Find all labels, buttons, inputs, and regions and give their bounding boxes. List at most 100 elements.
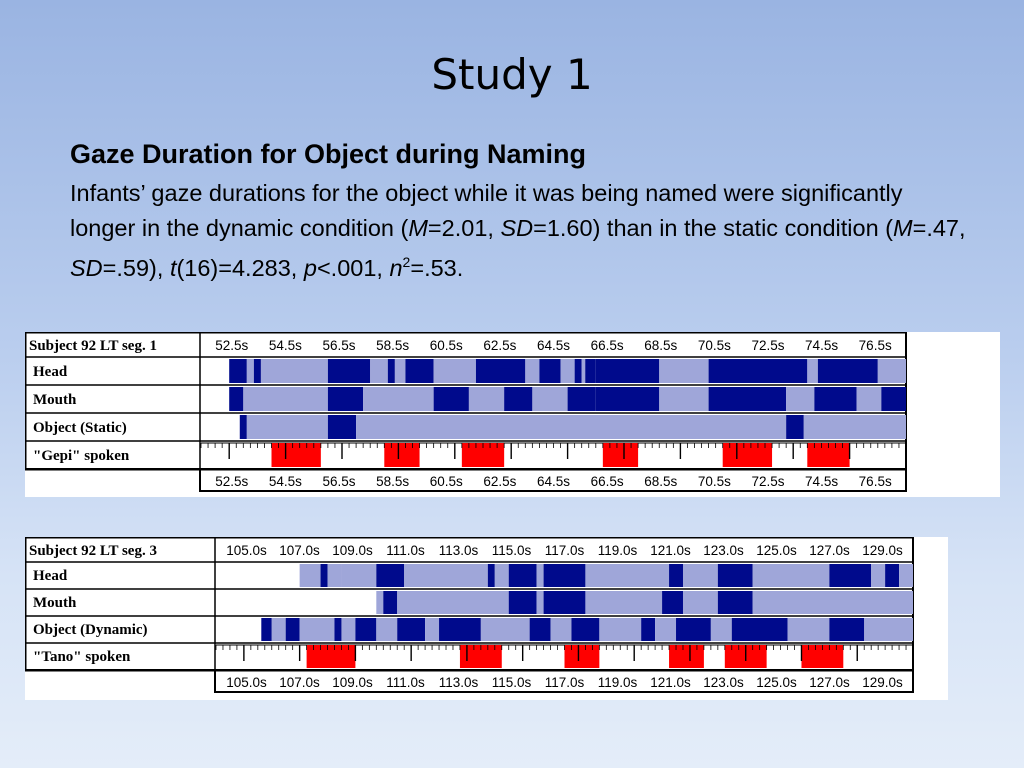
time-tick-label: 127.0s — [809, 543, 850, 558]
speech-segment — [564, 645, 600, 668]
gaze-segment — [659, 387, 709, 411]
time-tick-label: 56.5s — [323, 474, 356, 489]
gaze-segment — [327, 564, 342, 587]
time-tick-label: 64.5s — [537, 474, 570, 489]
gaze-segment — [376, 618, 398, 641]
gaze-segment — [659, 359, 709, 383]
gaze-segment — [405, 359, 434, 383]
sd-symbol: SD — [500, 214, 534, 241]
body-text-part: (16)=4.283, — [176, 254, 304, 281]
gaze-segment — [480, 618, 530, 641]
gaze-segment — [376, 591, 384, 614]
gaze-segment — [599, 618, 642, 641]
gaze-segment — [585, 359, 596, 383]
gaze-segment — [383, 591, 398, 614]
gaze-segment — [595, 359, 660, 383]
gaze-segment — [355, 618, 377, 641]
gaze-segment — [397, 618, 426, 641]
gaze-segment — [370, 359, 388, 383]
gaze-segment — [433, 359, 476, 383]
body-text-part: =.59), — [102, 254, 170, 281]
slide-title: Study 1 — [431, 50, 593, 99]
gaze-segment — [246, 415, 328, 439]
gaze-segment — [829, 618, 865, 641]
gaze-segment — [717, 591, 753, 614]
gaze-segment — [439, 618, 481, 641]
time-tick-label: 111.0s — [386, 543, 425, 558]
timeline-panel-seg3: Subject 92 LT seg. 3 105.0s 105.0s 107.0s 10… — [25, 537, 948, 700]
gaze-segment — [239, 415, 247, 439]
gaze-segment — [662, 591, 683, 614]
slide-body-text: Infants’ gaze durations for the object w… — [70, 176, 970, 285]
gaze-segment — [397, 591, 509, 614]
gaze-segment — [669, 564, 683, 587]
speech-segment — [271, 443, 321, 467]
mean-symbol: M — [408, 214, 428, 241]
time-tick-label: 119.0s — [598, 675, 638, 690]
gaze-segment — [216, 618, 262, 641]
p-value-symbol: p — [303, 254, 317, 281]
row-label: "Tano" spoken — [33, 649, 131, 665]
gaze-segment — [585, 591, 663, 614]
speech-segment — [384, 443, 420, 467]
time-tick-label: 74.5s — [805, 338, 838, 353]
row-label: Head — [33, 568, 68, 584]
gaze-segment — [856, 387, 882, 411]
speech-segment — [306, 645, 356, 668]
sd-symbol: SD — [70, 254, 103, 281]
gaze-segment — [327, 387, 364, 411]
gaze-segment — [525, 359, 540, 383]
time-tick-label: 58.5s — [376, 474, 409, 489]
gaze-segment — [532, 387, 568, 411]
gaze-segment — [595, 387, 660, 411]
gaze-segment — [550, 618, 572, 641]
row-label: Object (Dynamic) — [33, 622, 148, 638]
row-label: Object (Static) — [33, 420, 127, 436]
time-tick-label: 111.0s — [386, 675, 425, 690]
time-tick-label: 107.0s — [279, 543, 320, 558]
timeline-header-label: Subject 92 LT seg. 1 — [29, 338, 157, 354]
gaze-segment — [327, 415, 357, 439]
gaze-segment — [320, 564, 328, 587]
row-label: Head — [33, 364, 68, 380]
gaze-segment — [543, 591, 586, 614]
gaze-segment — [717, 564, 753, 587]
timeline-header-label: Subject 92 LT seg. 3 — [29, 543, 157, 559]
gaze-segment — [243, 387, 328, 411]
gaze-segment — [246, 359, 254, 383]
timeline-chart-seg3: Subject 92 LT seg. 3 105.0s 105.0s 107.0s 10… — [25, 537, 914, 693]
body-text-part: =.47, — [912, 214, 966, 241]
time-tick-label: 66.5s — [591, 338, 624, 353]
gaze-segment — [899, 564, 913, 587]
time-tick-label: 105.0s — [226, 675, 267, 690]
time-tick-label: 113.0s — [439, 543, 479, 558]
gaze-segment — [404, 564, 488, 587]
gaze-segment — [787, 618, 830, 641]
gaze-segment — [260, 359, 328, 383]
gaze-segment — [752, 591, 913, 614]
effect-size-superscript: 2 — [402, 254, 411, 270]
body-text-part: Infants’ gaze durations for the object w… — [70, 180, 903, 241]
gaze-segment — [682, 564, 718, 587]
time-tick-label: 121.0s — [650, 543, 691, 558]
row-label: Mouth — [33, 392, 77, 408]
gaze-segment — [201, 415, 240, 439]
gaze-segment — [710, 618, 732, 641]
gaze-segment — [299, 618, 335, 641]
time-tick-label: 54.5s — [269, 474, 302, 489]
gaze-segment — [539, 359, 561, 383]
gaze-segment — [508, 564, 537, 587]
time-tick-label: 76.5s — [859, 338, 892, 353]
gaze-segment — [487, 564, 495, 587]
t-statistic-symbol: t — [169, 254, 177, 281]
gaze-segment — [817, 359, 878, 383]
gaze-segment — [881, 387, 906, 411]
gaze-segment — [536, 564, 544, 587]
gaze-segment — [885, 564, 900, 587]
time-tick-label: 107.0s — [279, 675, 320, 690]
gaze-segment — [504, 387, 533, 411]
time-tick-label: 125.0s — [756, 675, 797, 690]
time-tick-label: 105.0s — [226, 543, 267, 558]
gaze-segment — [581, 359, 586, 383]
time-tick-label: 109.0s — [332, 675, 373, 690]
